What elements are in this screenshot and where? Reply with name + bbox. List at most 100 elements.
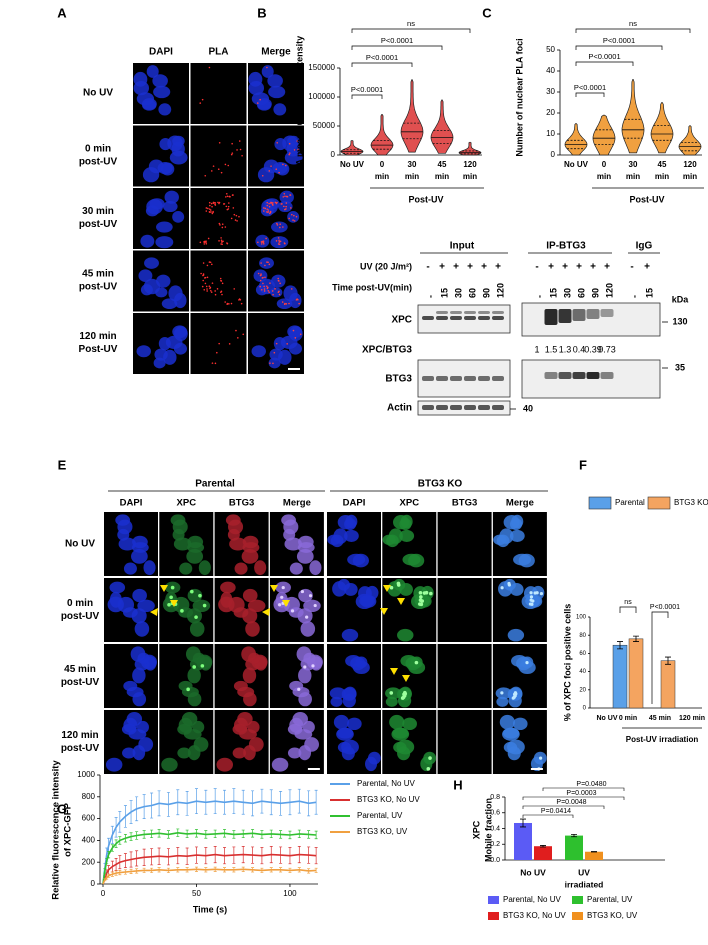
row-label: post-UV <box>61 743 100 754</box>
significance-label: P=0.0480 <box>576 781 606 788</box>
focus <box>282 226 284 228</box>
focus <box>268 170 271 172</box>
nucleus <box>177 747 191 759</box>
blot-header: IgG <box>636 241 653 252</box>
lane-time: 60 <box>576 288 586 298</box>
lane-uv: + <box>604 262 610 273</box>
arrowhead <box>380 608 388 615</box>
nucleus <box>158 336 171 351</box>
nucleus <box>172 210 185 223</box>
nucleus <box>140 234 155 248</box>
focus <box>260 243 263 245</box>
nucleus <box>138 269 153 283</box>
focus <box>262 240 265 242</box>
blot-band <box>464 376 476 381</box>
focus <box>279 282 281 285</box>
nucleus <box>118 537 137 551</box>
focus <box>272 204 274 206</box>
nucleus <box>251 92 270 106</box>
column-header: XPC <box>177 498 197 509</box>
focus <box>260 262 262 264</box>
panel-label: C <box>482 5 492 20</box>
legend-label: BTG3 KO, No UV <box>357 795 420 804</box>
focus <box>268 263 271 266</box>
y-tick-label: 0 <box>551 150 556 159</box>
focus <box>236 149 238 151</box>
nucleus <box>160 162 175 176</box>
focus <box>305 615 309 619</box>
nucleus <box>228 519 244 535</box>
significance-label: P=0.0414 <box>541 808 571 815</box>
y-axis-title: % of XPC foci positive cells <box>562 604 572 722</box>
nucleus <box>189 621 205 637</box>
focus <box>230 302 233 305</box>
micrograph <box>248 188 304 249</box>
x-tick-label: No UV <box>520 867 546 877</box>
focus <box>260 288 263 291</box>
nucleus <box>152 74 168 88</box>
focus <box>202 262 205 264</box>
focus <box>209 286 212 289</box>
x-tick-label: 0 <box>602 160 607 169</box>
x-tick-label: min <box>626 172 640 181</box>
focus <box>284 242 286 245</box>
blot-band <box>600 309 614 317</box>
nucleus <box>332 581 347 597</box>
focus <box>216 351 218 354</box>
blot-band <box>492 376 504 381</box>
lane-time: 60 <box>467 288 477 298</box>
focus <box>292 329 295 332</box>
focus <box>299 333 302 336</box>
nucleus <box>143 278 161 295</box>
nucleus <box>273 336 286 351</box>
focus <box>288 153 291 156</box>
nucleus <box>347 553 366 566</box>
x-tick-label: 0 <box>380 160 385 169</box>
micrograph <box>327 512 381 576</box>
focus <box>167 602 171 607</box>
data-line <box>102 853 317 885</box>
micrograph <box>248 63 304 124</box>
focus <box>228 202 230 204</box>
column-header: DAPI <box>343 498 366 509</box>
micrograph <box>104 512 158 576</box>
error-bar <box>665 656 671 665</box>
nucleus <box>107 596 124 613</box>
focus <box>278 603 282 607</box>
panel-label: F <box>579 457 587 472</box>
focus <box>262 241 265 244</box>
nucleus <box>122 747 136 759</box>
nucleus <box>105 757 123 772</box>
nucleus <box>178 607 194 618</box>
focus <box>241 154 243 157</box>
column-header: DAPI <box>149 47 173 58</box>
nucleus <box>173 342 187 355</box>
image-background <box>437 578 492 642</box>
nucleus <box>146 65 159 78</box>
focus <box>281 301 284 303</box>
significance-label: ns <box>407 19 415 28</box>
focus <box>209 289 212 292</box>
blot-header: IP-BTG3 <box>546 241 586 252</box>
micrograph <box>327 578 381 642</box>
blot-band <box>478 311 490 314</box>
significance-bracket <box>351 62 413 67</box>
arrowhead <box>383 585 391 592</box>
focus <box>263 288 266 290</box>
nucleus <box>518 660 536 675</box>
x-tick-label: min <box>683 172 697 181</box>
focus <box>194 615 198 619</box>
y-tick-label: 0.0 <box>490 857 500 864</box>
focus <box>281 203 283 205</box>
nucleus <box>271 757 289 772</box>
nucleus <box>287 210 300 223</box>
focus <box>270 202 272 204</box>
focus <box>240 302 243 305</box>
y-tick-label: 60 <box>579 651 586 657</box>
focus <box>268 202 270 205</box>
significance-bracket <box>575 45 663 50</box>
legend-swatch <box>572 912 583 920</box>
legend-label: Parental, No UV <box>357 779 415 788</box>
y-tick-label: 0.6 <box>490 810 500 817</box>
